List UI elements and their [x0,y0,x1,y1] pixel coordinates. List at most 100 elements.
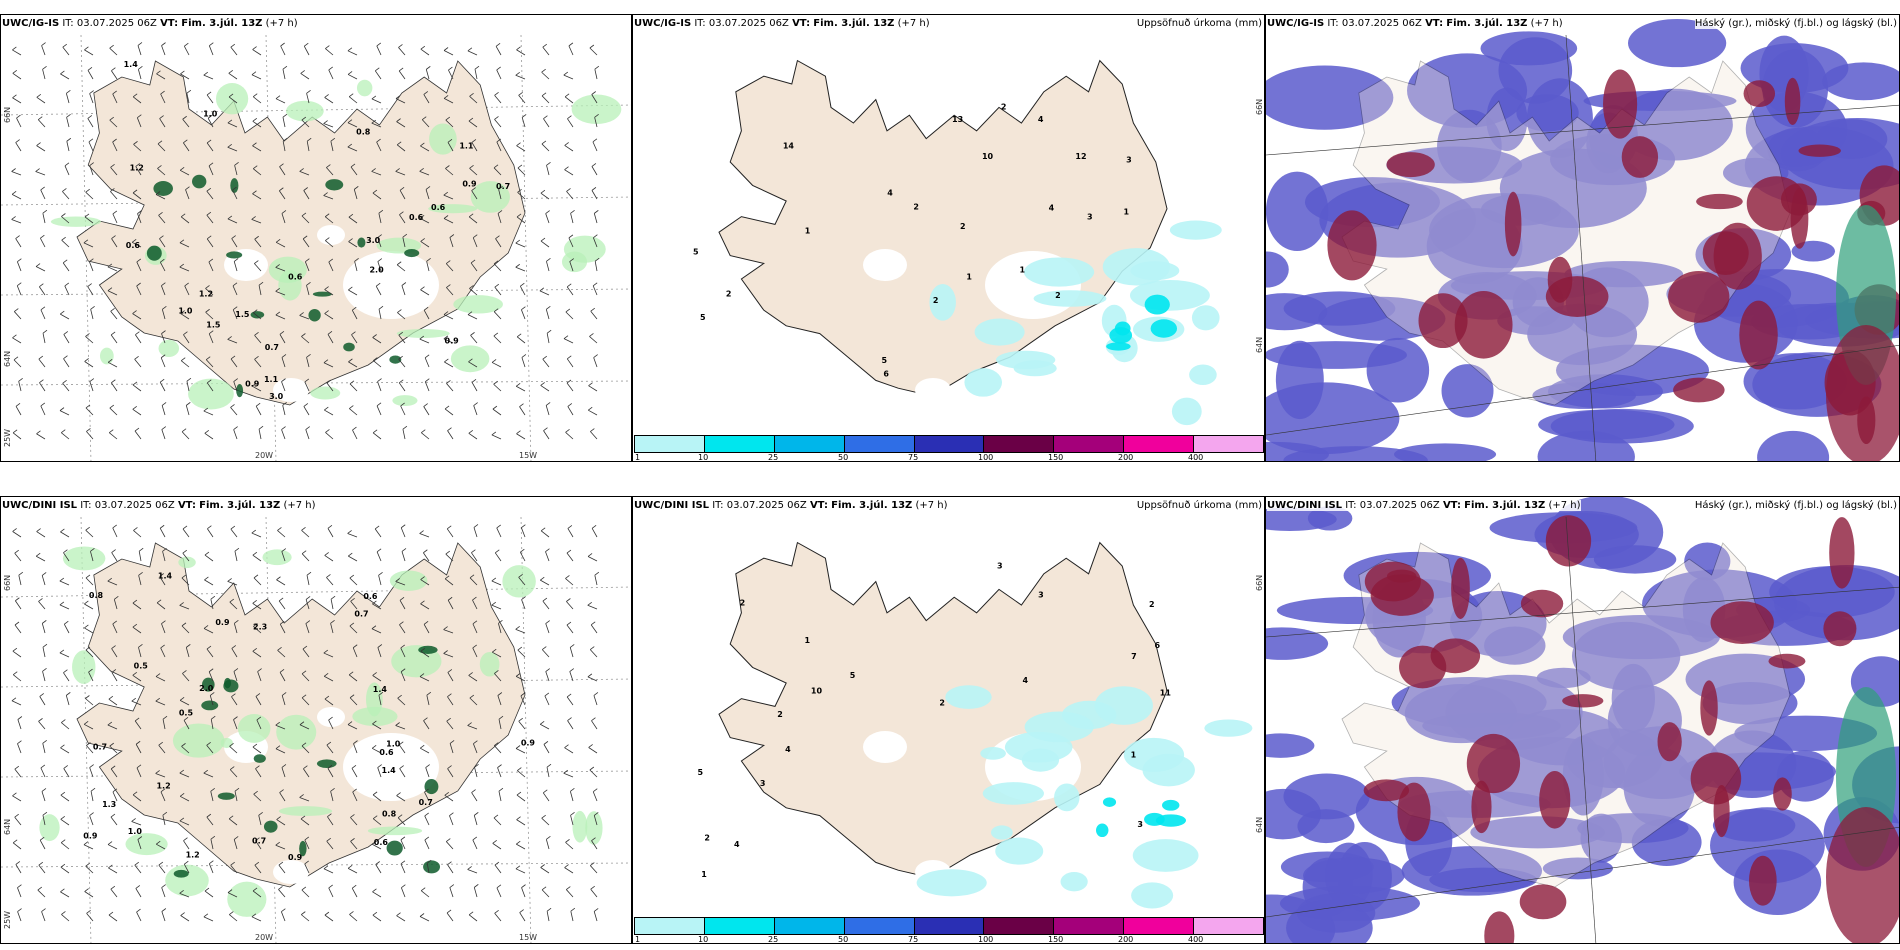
precip-colorbar [634,917,1264,935]
wind-barb-flag [162,547,167,552]
wind-barb [203,74,214,80]
wind-barb-flag [565,429,570,433]
precip-colorbar [634,435,1264,453]
wind-barb-flag [589,44,595,49]
wind-barb [443,50,454,56]
wind-barb-flag [231,693,236,698]
wind-barb-flag [179,166,185,171]
wind-barb [519,406,526,416]
wind-barb [36,145,46,152]
wind-barb-flag [206,741,211,746]
wind-barb [161,45,166,56]
wind-barb [84,627,94,634]
high-cloud-area [1710,601,1774,645]
wind-barb [563,772,574,778]
low-cloud-area [1266,65,1394,130]
wind-barb [351,768,358,778]
wind-barb-flag [347,119,353,124]
precip-area-light [964,368,1003,397]
precip-value-label: 1.4 [124,60,139,69]
wind-barb-flag [351,331,356,335]
wind-barb-flag [36,528,41,532]
wind-barb-flag [545,620,550,624]
wind-barb-flag [85,333,90,337]
wind-barb [402,237,406,248]
wind-barb [542,358,550,368]
wind-barb-flag [87,115,93,119]
wind-barb-flag [517,767,522,771]
wind-barb [350,601,358,610]
wind-barb [281,429,286,440]
wind-barb-flag [546,329,552,334]
wind-barb-flag [494,92,499,96]
wind-barb [181,431,190,440]
wind-barb [591,720,598,730]
precip-area-light [62,546,106,571]
wind-barb [447,430,454,440]
wind-barb-flag [330,137,336,142]
wind-barb-flag [567,355,572,360]
wind-barb-flag [446,838,451,842]
wind-barb-flag [515,745,521,749]
wind-barb-flag [569,644,575,648]
lon-line [520,34,532,461]
wind-barb-flag [541,68,546,73]
precip-value-label: 1.2 [130,163,144,172]
wind-barb [155,194,166,200]
wind-barb-flag [304,860,309,865]
wind-barb-flag [401,884,406,888]
colorbar-segment [1124,918,1195,934]
wind-barb-flag [159,524,165,529]
wind-barb-flag [258,425,264,430]
wind-barb-flag [12,46,17,51]
wind-barb [111,70,118,80]
wind-barb-flag [423,549,428,554]
wind-barbs [11,524,600,922]
low-cloud-area [1266,733,1315,758]
wind-barb [568,45,574,56]
wind-barb-flag [326,574,331,578]
wind-barb-flag [516,816,521,820]
wind-barb-flag [443,311,449,315]
wind-barb [446,383,454,392]
wind-barb [132,626,142,634]
wind-barb-flag [14,813,19,818]
wind-barb [539,723,550,730]
wind-barb [135,166,142,176]
wind-barb-flag [234,161,239,166]
precip-area-heavy [173,869,189,878]
wind-barb [515,868,526,874]
wind-barb-flag [419,215,425,219]
wind-barb-flag [11,697,17,702]
wind-barb [494,864,502,874]
high-cloud-area [1363,779,1410,802]
wind-barb [60,866,70,874]
wind-barb [39,382,46,392]
wind-barb-flag [493,260,499,265]
wind-barb-flag [566,886,571,890]
wind-barb-flag [472,620,478,625]
wind-barb-flag [61,236,66,241]
precip-value-label: 13 [952,115,963,124]
wind-barb-flag [155,770,160,774]
wind-barb [541,95,550,104]
wind-barb [591,528,598,538]
wind-barb-flag [252,887,258,892]
wind-barb-flag [420,142,425,147]
wind-barb [540,192,550,200]
wind-barb-flag [132,189,138,194]
precip-area-light [916,869,987,897]
wind-barb [521,357,526,368]
wind-barb-flag [468,117,474,122]
wind-barb-flag [402,425,408,430]
wind-barb-flag [107,358,113,363]
wind-barb-flag [42,65,47,70]
precip-value-label: 0.6 [374,838,389,847]
wind-barb-flag [521,114,527,118]
wind-barb [423,406,430,416]
wind-barb [18,575,22,586]
wind-barb-flag [324,286,329,290]
wind-barb-flag [301,550,307,555]
wind-barb-flag [474,812,479,816]
wind-barb [282,117,286,128]
